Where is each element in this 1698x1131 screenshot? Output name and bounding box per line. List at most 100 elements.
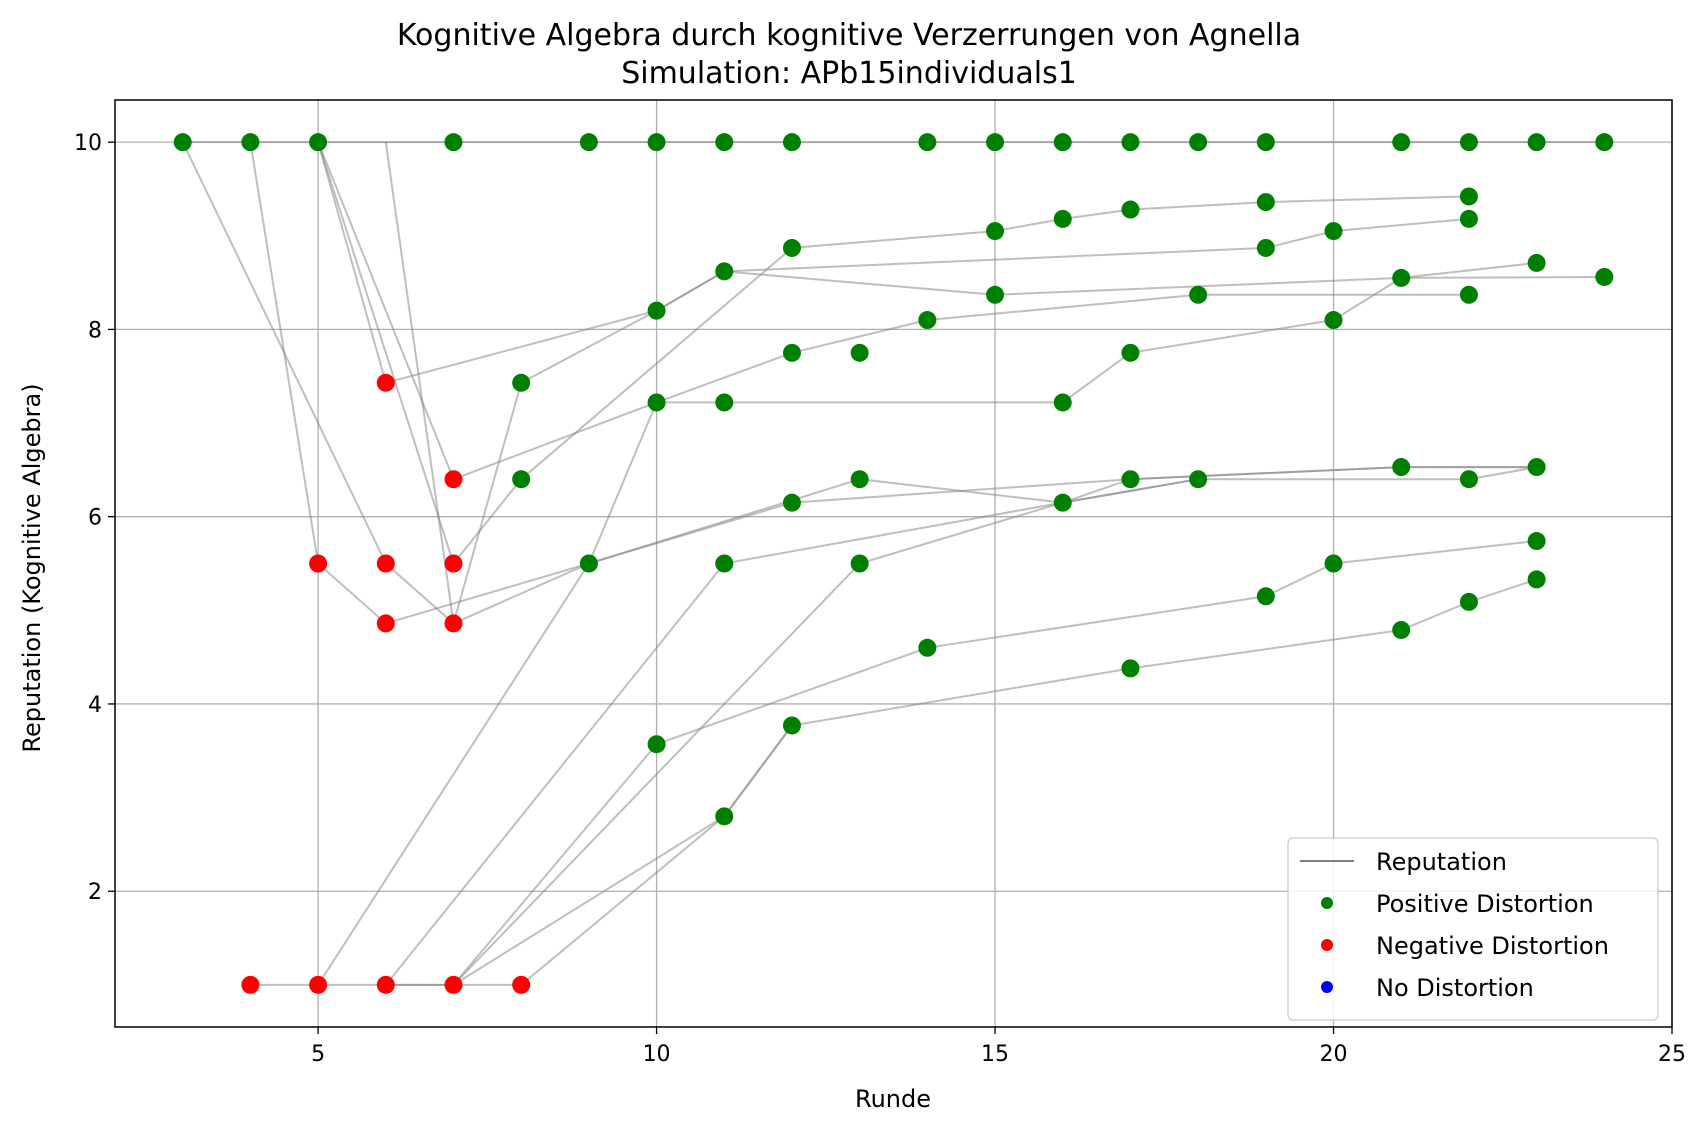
positive-distortion-point — [1053, 393, 1072, 412]
positive-distortion-point — [1392, 458, 1411, 477]
positive-distortion-point — [579, 554, 598, 573]
positive-distortion-point — [1392, 133, 1411, 152]
positive-distortion-point — [1189, 133, 1208, 152]
y-tick-label: 8 — [88, 318, 102, 343]
negative-distortion-point — [309, 554, 328, 573]
positive-distortion-point — [1121, 133, 1140, 152]
x-tick-label: 25 — [1658, 1042, 1686, 1067]
x-tick-label: 10 — [643, 1042, 671, 1067]
negative-distortion-point — [444, 554, 463, 573]
positive-distortion-point — [986, 133, 1005, 152]
positive-distortion-point — [1459, 187, 1478, 206]
legend-label: No Distortion — [1376, 974, 1534, 1002]
positive-distortion-point — [309, 133, 328, 152]
positive-distortion-point — [918, 133, 937, 152]
x-tick-label: 15 — [981, 1042, 1009, 1067]
chart-subtitle: Simulation: APb15individuals1 — [621, 56, 1077, 91]
x-tick-label: 5 — [311, 1042, 325, 1067]
positive-distortion-point — [1459, 285, 1478, 304]
positive-distortion-point — [1121, 200, 1140, 219]
positive-distortion-point — [647, 301, 666, 320]
positive-distortion-point — [782, 343, 801, 362]
negative-distortion-point — [512, 975, 531, 994]
positive-distortion-point — [986, 222, 1005, 241]
negative-distortion-point — [376, 373, 395, 392]
positive-distortion-point — [782, 716, 801, 735]
positive-distortion-point — [1324, 222, 1343, 241]
negative-distortion-point — [241, 975, 260, 994]
positive-distortion-point — [1527, 532, 1546, 551]
positive-distortion-point — [850, 554, 869, 573]
positive-distortion-point — [715, 554, 734, 573]
positive-distortion-point — [782, 493, 801, 512]
y-tick-label: 10 — [74, 131, 102, 156]
positive-distortion-point — [1121, 343, 1140, 362]
legend-box — [1287, 837, 1659, 1021]
negative-distortion-point — [444, 614, 463, 633]
positive-distortion-point — [579, 133, 598, 152]
negative-distortion-point — [376, 554, 395, 573]
positive-distortion-point — [1527, 458, 1546, 477]
positive-distortion-point — [782, 133, 801, 152]
positive-distortion-point — [1256, 238, 1275, 257]
y-axis-label: Reputation (Kognitive Algebra) — [18, 383, 46, 752]
negative-distortion-point — [444, 470, 463, 489]
legend-swatch-dot — [1321, 939, 1333, 951]
reputation-line — [453, 724, 793, 986]
positive-distortion-point — [173, 133, 192, 152]
positive-distortion-point — [1459, 209, 1478, 228]
positive-distortion-point — [1121, 659, 1140, 678]
positive-distortion-point — [1459, 592, 1478, 611]
reputation-line — [384, 141, 1605, 624]
positive-distortion-point — [647, 735, 666, 754]
positive-distortion-point — [241, 133, 260, 152]
positive-distortion-point — [1459, 470, 1478, 489]
positive-distortion-point — [1189, 285, 1208, 304]
positive-distortion-point — [512, 470, 531, 489]
positive-distortion-point — [986, 285, 1005, 304]
positive-distortion-point — [1527, 253, 1546, 272]
positive-distortion-point — [1527, 570, 1546, 589]
positive-distortion-point — [1189, 470, 1208, 489]
positive-distortion-point — [918, 311, 937, 330]
positive-distortion-point — [1256, 133, 1275, 152]
legend-swatch-dot — [1321, 897, 1333, 909]
positive-distortion-point — [850, 470, 869, 489]
positive-distortion-point — [1256, 193, 1275, 212]
legend-label: Negative Distortion — [1376, 932, 1609, 960]
negative-distortion-point — [309, 975, 328, 994]
positive-distortion-point — [1324, 554, 1343, 573]
y-tick-label: 6 — [88, 506, 102, 531]
positive-distortion-point — [715, 807, 734, 826]
legend-swatch-dot — [1321, 981, 1333, 993]
positive-distortion-point — [647, 133, 666, 152]
positive-distortion-point — [647, 393, 666, 412]
positive-distortion-point — [1324, 311, 1343, 330]
positive-distortion-point — [512, 373, 531, 392]
positive-distortion-point — [1595, 267, 1614, 286]
negative-distortion-point — [444, 975, 463, 994]
positive-distortion-point — [1595, 133, 1614, 152]
x-tick-label: 20 — [1320, 1042, 1348, 1067]
y-tick-label: 2 — [88, 880, 102, 905]
distortion-points — [173, 133, 1614, 994]
positive-distortion-point — [1053, 493, 1072, 512]
positive-distortion-point — [1053, 133, 1072, 152]
positive-distortion-point — [1392, 268, 1411, 287]
positive-distortion-point — [1392, 620, 1411, 639]
y-tick-label: 4 — [88, 693, 102, 718]
axis-ticks: 5 10 15 20 25 2 4 6 8 10 — [74, 131, 1686, 1067]
positive-distortion-point — [1256, 587, 1275, 606]
positive-distortion-point — [715, 393, 734, 412]
positive-distortion-point — [782, 238, 801, 257]
positive-distortion-point — [715, 262, 734, 281]
plot-frame — [114, 99, 1673, 1028]
positive-distortion-point — [1459, 133, 1478, 152]
x-axis-label: Runde — [855, 1085, 931, 1113]
negative-distortion-point — [376, 975, 395, 994]
legend-label: Reputation — [1376, 848, 1507, 876]
positive-distortion-point — [1053, 209, 1072, 228]
negative-distortion-point — [376, 614, 395, 633]
